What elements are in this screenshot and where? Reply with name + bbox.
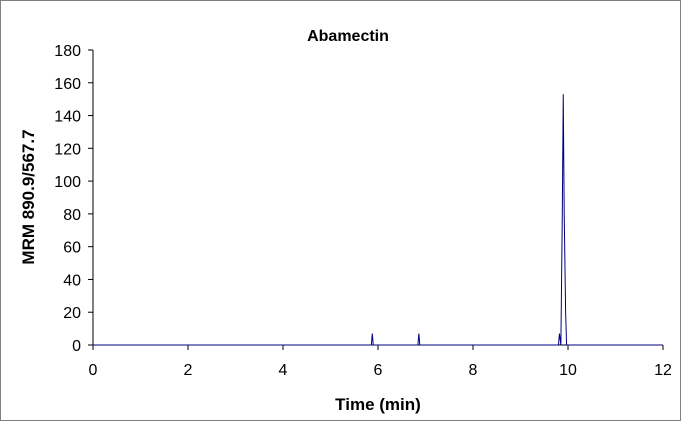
x-tick-label: 0 — [89, 362, 98, 379]
series-layer — [93, 94, 663, 346]
y-axis-ticks: 0 20 40 60 80 100 120 140 160 180 — [54, 43, 93, 355]
y-tick-label: 140 — [54, 109, 81, 126]
x-tick-label: 6 — [374, 362, 383, 379]
x-tick-label: 8 — [469, 362, 478, 379]
y-tick-label: 60 — [63, 240, 81, 257]
plot-axes — [92, 50, 663, 346]
x-axis-ticks: 0 2 4 6 8 10 12 — [89, 345, 672, 379]
y-tick-label: 40 — [63, 272, 81, 289]
y-tick-label: 20 — [63, 305, 81, 322]
y-tick-label: 180 — [54, 43, 81, 60]
x-tick-label: 12 — [654, 362, 672, 379]
y-tick-label: 80 — [63, 207, 81, 224]
chart-title: Abamectin — [307, 28, 389, 45]
y-tick-label: 160 — [54, 76, 81, 93]
series-line — [93, 94, 663, 346]
y-tick-label: 120 — [54, 141, 81, 158]
x-tick-label: 10 — [559, 362, 577, 379]
y-tick-label: 0 — [72, 338, 81, 355]
x-axis-title: Time (min) — [335, 395, 421, 414]
y-tick-label: 100 — [54, 174, 81, 191]
x-tick-label: 2 — [184, 362, 193, 379]
x-tick-label: 4 — [279, 362, 288, 379]
y-axis-title: MRM 890.9/567.7 — [19, 129, 38, 264]
